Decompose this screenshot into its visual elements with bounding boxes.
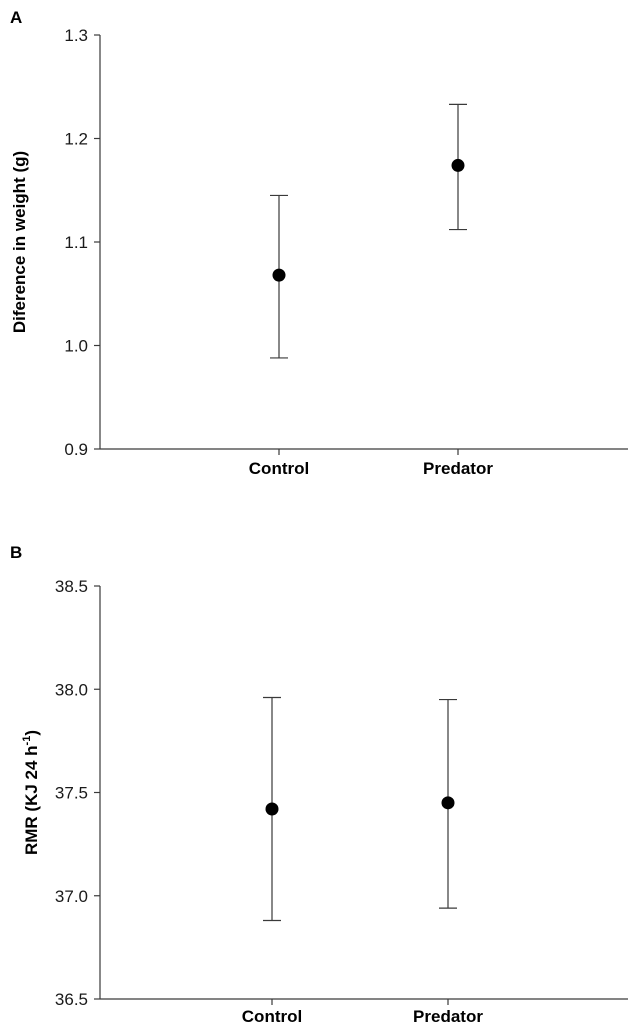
- y-tick-label: 36.5: [55, 990, 88, 1009]
- y-axis-label: RMR (KJ 24 h-1): [21, 730, 41, 855]
- y-tick-label: 38.0: [55, 680, 88, 699]
- chart-panel-a: A 0.9 1.0 1.1 1.2 1.3 Diference in weight (g) C…: [10, 8, 628, 478]
- y-axis-label-text: Diference in weight (g): [10, 151, 29, 333]
- x-category-label: Control: [249, 459, 309, 478]
- y-tick-label: 1.1: [64, 233, 88, 252]
- y-tick-label: 38.5: [55, 577, 88, 596]
- y-axis-label-superscript: -1: [21, 736, 33, 746]
- data-point: [272, 268, 286, 282]
- data-point: [265, 802, 279, 816]
- y-tick-label: 37.5: [55, 784, 88, 803]
- y-tick-label: 1.3: [64, 26, 88, 45]
- data-point: [451, 158, 465, 172]
- y-axis-label: Diference in weight (g): [10, 151, 29, 333]
- chart-panel-b: B 36.5 37.0 37.5 38.0 38.5 RMR (KJ 24 h-1) Cont…: [10, 543, 628, 1026]
- y-axis-label-text: RMR (KJ 24 h: [22, 745, 41, 855]
- y-tick-label: 0.9: [64, 440, 88, 459]
- panel-label: A: [10, 8, 22, 27]
- y-tick-label: 37.0: [55, 887, 88, 906]
- panel-label: B: [10, 543, 22, 562]
- x-category-label: Control: [242, 1007, 302, 1026]
- y-tick-label: 1.0: [64, 337, 88, 356]
- x-category-label: Predator: [413, 1007, 483, 1026]
- x-category-label: Predator: [423, 459, 493, 478]
- y-tick-label: 1.2: [64, 130, 88, 149]
- y-axis-label-end: ): [22, 730, 41, 736]
- data-point: [441, 796, 455, 810]
